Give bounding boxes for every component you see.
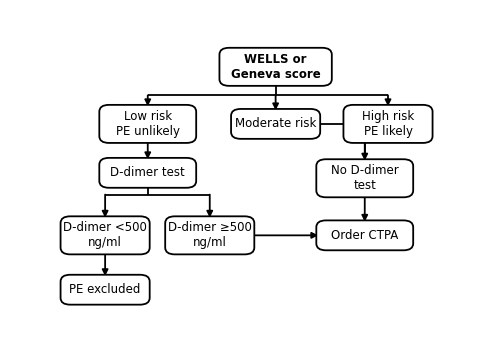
FancyBboxPatch shape: [165, 216, 254, 255]
Text: D-dimer <500
ng/ml: D-dimer <500 ng/ml: [63, 221, 147, 249]
FancyBboxPatch shape: [220, 48, 332, 86]
Text: D-dimer test: D-dimer test: [110, 166, 185, 179]
Text: Order CTPA: Order CTPA: [331, 229, 398, 242]
Text: No D-dimer
test: No D-dimer test: [331, 164, 398, 192]
FancyBboxPatch shape: [344, 105, 432, 143]
FancyBboxPatch shape: [231, 109, 320, 139]
Text: High risk
PE likely: High risk PE likely: [362, 110, 414, 138]
Text: Low risk
PE unlikely: Low risk PE unlikely: [116, 110, 180, 138]
Text: Moderate risk: Moderate risk: [235, 118, 316, 130]
FancyBboxPatch shape: [100, 158, 196, 188]
FancyBboxPatch shape: [60, 216, 150, 255]
FancyBboxPatch shape: [100, 105, 196, 143]
Text: WELLS or
Geneva score: WELLS or Geneva score: [231, 53, 320, 81]
FancyBboxPatch shape: [316, 220, 413, 250]
Text: D-dimer ≥500
ng/ml: D-dimer ≥500 ng/ml: [168, 221, 252, 249]
FancyBboxPatch shape: [316, 159, 413, 197]
Text: PE excluded: PE excluded: [70, 283, 141, 296]
FancyBboxPatch shape: [60, 275, 150, 305]
